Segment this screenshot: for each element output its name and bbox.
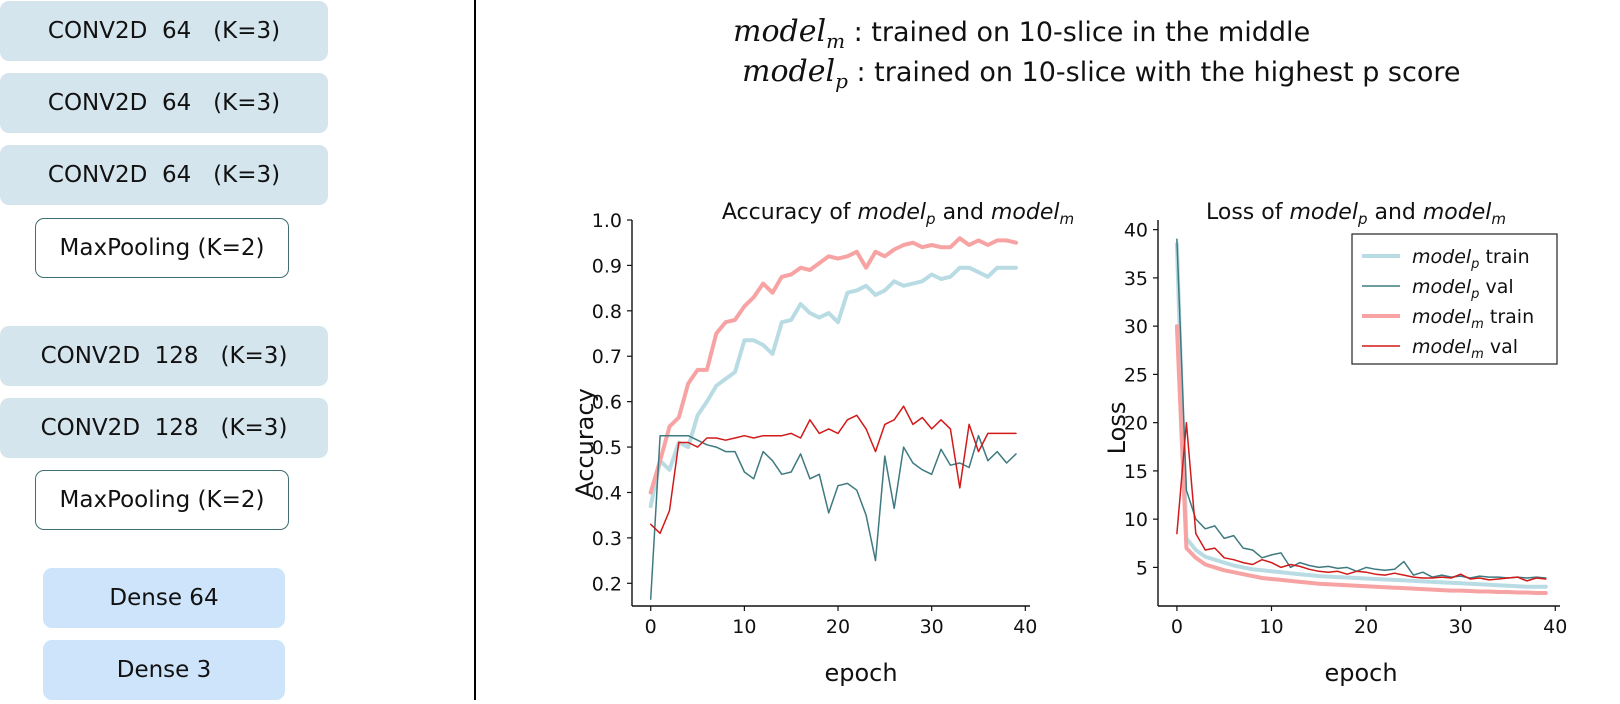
accuracy-ytick-label: 1.0 — [592, 210, 622, 232]
model-m-symbol: modelm — [733, 14, 846, 53]
loss-legend: modelp train modelp val modelm train modelm… — [1351, 233, 1558, 365]
loss-ytick-label: 20 — [1124, 413, 1148, 435]
loss-ylabel: Loss — [1103, 402, 1131, 455]
loss-series-model-m-val — [1176, 421, 1547, 582]
accuracy-ytick-label: 0.9 — [592, 255, 622, 277]
layer-dense-9: Dense 3 — [43, 640, 285, 700]
loss-xtick-label: 10 — [1259, 616, 1283, 638]
loss-ytick-label: 15 — [1124, 461, 1148, 483]
accuracy-chart: Accuracy of modelp and modelm 0.20.30.40… — [571, 200, 1074, 687]
accuracy-series-model-m-val — [649, 405, 1017, 535]
accuracy-xlabel: epoch — [824, 659, 897, 687]
layer-pool-4: MaxPooling (K=2) — [35, 218, 289, 278]
model-p-symbol: modelp — [742, 54, 848, 93]
loss-ytick-label: 5 — [1136, 557, 1148, 579]
loss-series-model-m-train — [1174, 324, 1548, 595]
loss-ytick-label: 25 — [1124, 364, 1148, 386]
caption-model-p-text: : trained on 10-slice with the highest p… — [847, 57, 1461, 88]
accuracy-chart-title: Accuracy of modelp and modelm — [722, 200, 1074, 228]
layer-conv-1: CONV2D 64 (K=3) — [0, 1, 328, 61]
accuracy-xtick-label: 40 — [1013, 616, 1037, 638]
loss-xtick-label: 40 — [1543, 616, 1567, 638]
accuracy-ytick-label: 0.2 — [592, 573, 622, 595]
loss-series-model-p-train — [1174, 242, 1548, 589]
layer-conv-2: CONV2D 64 (K=3) — [0, 73, 328, 133]
loss-xlabel: epoch — [1324, 659, 1397, 687]
accuracy-ytick-label: 0.4 — [592, 482, 622, 504]
accuracy-xtick-label: 10 — [732, 616, 756, 638]
loss-ytick-label: 35 — [1124, 268, 1148, 290]
accuracy-plot-area: 0.2 0.3 0.4 0.5 0.6 0.7 0.8 0.9 1.0 0 10 20 30 40 — [592, 210, 1038, 638]
legend-label-model-p-val: modelp val — [1412, 276, 1514, 302]
legend-label-model-m-train: modelm train — [1412, 306, 1534, 332]
layer-conv-6: CONV2D 128 (K=3) — [0, 398, 328, 458]
accuracy-ytick-label: 0.5 — [592, 437, 622, 459]
accuracy-series-model-p-train — [648, 265, 1018, 509]
loss-xtick-label: 30 — [1449, 616, 1473, 638]
caption-model-m-text: : trained on 10-slice in the middle — [845, 17, 1311, 48]
accuracy-ytick-label: 0.6 — [592, 392, 622, 414]
legend-label-model-m-val: modelm val — [1412, 336, 1518, 362]
accuracy-series-model-m-train — [648, 236, 1018, 495]
layer-conv-3: CONV2D 64 (K=3) — [0, 145, 328, 205]
accuracy-ytick-label: 0.7 — [592, 346, 622, 368]
loss-xtick-label: 0 — [1171, 616, 1183, 638]
loss-xtick-label: 20 — [1354, 616, 1378, 638]
accuracy-ylabel: Accuracy — [571, 388, 599, 498]
accuracy-ytick-label: 0.8 — [592, 301, 622, 323]
layer-dense-8: Dense 64 — [43, 568, 285, 628]
loss-ytick-label: 10 — [1124, 509, 1148, 531]
loss-ytick-label: 30 — [1124, 316, 1148, 338]
accuracy-ytick-label: 0.3 — [592, 528, 622, 550]
accuracy-xtick-label: 30 — [920, 616, 944, 638]
caption-model-p: modelp : trained on 10-slice with the hi… — [742, 54, 1460, 93]
accuracy-xtick-label: 20 — [826, 616, 850, 638]
caption-model-m: modelm : trained on 10-slice in the midd… — [733, 14, 1310, 53]
loss-chart: Loss of modelp and modelm 5 10 15 20 25 30 35 4… — [1103, 200, 1568, 687]
loss-ytick-label: 40 — [1124, 220, 1148, 242]
accuracy-xtick-label: 0 — [645, 616, 657, 638]
accuracy-series-model-p-val — [649, 434, 1017, 600]
legend-label-model-p-train: modelp train — [1412, 246, 1530, 272]
vertical-divider — [474, 0, 476, 700]
loss-chart-title: Loss of modelp and modelm — [1206, 200, 1506, 228]
layer-conv-5: CONV2D 128 (K=3) — [0, 326, 328, 386]
loss-series-model-p-val — [1176, 238, 1547, 579]
layer-pool-7: MaxPooling (K=2) — [35, 470, 289, 530]
